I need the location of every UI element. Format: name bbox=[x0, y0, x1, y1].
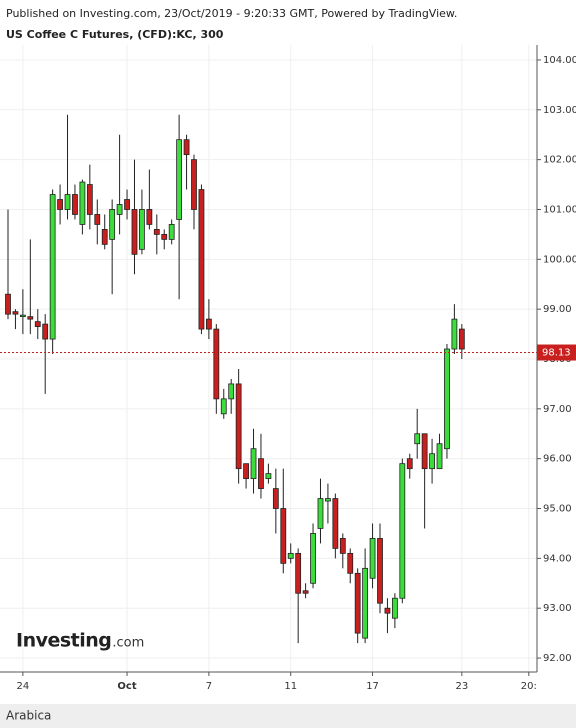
candle-body bbox=[458, 328, 465, 350]
candle-body bbox=[198, 189, 205, 330]
candle-body bbox=[57, 199, 63, 210]
candle-body bbox=[5, 293, 11, 315]
candle-body bbox=[72, 194, 78, 215]
candle-body bbox=[191, 159, 197, 210]
candle-body bbox=[153, 229, 160, 235]
candle-body bbox=[109, 209, 116, 240]
candle-body bbox=[429, 453, 435, 470]
candle-body bbox=[168, 224, 175, 240]
candle-body bbox=[213, 328, 220, 400]
last-price-label: 98.13 bbox=[542, 348, 571, 359]
candle-body bbox=[124, 199, 130, 210]
x-tick-label: 20: bbox=[521, 681, 537, 692]
candle-body bbox=[86, 184, 93, 215]
candle-body bbox=[116, 204, 123, 215]
candle-body bbox=[332, 498, 339, 549]
logo: Investing bbox=[16, 630, 111, 652]
candle-body bbox=[183, 139, 190, 156]
candle-body bbox=[444, 348, 450, 450]
candle-body bbox=[258, 458, 264, 489]
candle-body bbox=[243, 463, 249, 480]
y-tick-label: 92.00 bbox=[543, 653, 572, 664]
candle-body bbox=[295, 552, 302, 594]
candle-body bbox=[34, 321, 41, 328]
candle-body bbox=[451, 318, 458, 350]
y-tick-label: 96.00 bbox=[543, 454, 572, 465]
candle-body bbox=[406, 458, 413, 470]
x-tick-label: 17 bbox=[366, 681, 379, 692]
x-tick-label: 24 bbox=[17, 681, 30, 692]
x-tick-label: Oct bbox=[117, 681, 136, 692]
candle-body bbox=[79, 181, 86, 225]
candle-body bbox=[347, 552, 354, 574]
candle-body bbox=[146, 209, 153, 225]
last-price-box bbox=[537, 344, 576, 361]
candle-body bbox=[310, 533, 316, 584]
candle-body bbox=[436, 443, 443, 470]
candle-body bbox=[228, 383, 235, 400]
y-tick-label: 103.00 bbox=[543, 105, 576, 116]
y-tick-label: 102.00 bbox=[543, 155, 576, 166]
x-tick-label: 11 bbox=[284, 681, 297, 692]
candle-body bbox=[64, 194, 71, 210]
candle-body bbox=[354, 572, 361, 634]
y-tick-label: 101.00 bbox=[543, 204, 576, 215]
candle-body bbox=[27, 316, 34, 320]
header: Published on Investing.com, 23/Oct/2019 … bbox=[6, 7, 457, 20]
candle-body bbox=[384, 607, 391, 614]
y-tick-label: 93.00 bbox=[543, 603, 572, 614]
y-tick-label: 94.00 bbox=[543, 553, 572, 564]
candle-body bbox=[272, 488, 279, 509]
y-tick-label: 104.00 bbox=[543, 55, 576, 66]
candle-body bbox=[265, 473, 272, 480]
candle-body bbox=[302, 590, 309, 594]
candle-body bbox=[414, 433, 421, 445]
chart-title: US Coffee C Futures, (CFD):KC, 300 bbox=[6, 28, 224, 41]
candle-body bbox=[205, 318, 212, 330]
candle-body bbox=[42, 323, 49, 340]
y-tick-label: 95.00 bbox=[543, 504, 572, 515]
footer: Arabica bbox=[6, 709, 51, 723]
candle-body bbox=[339, 538, 346, 554]
logo-suffix: .com bbox=[112, 636, 144, 651]
candle-body bbox=[101, 229, 108, 245]
candle-body bbox=[421, 433, 428, 470]
candle-body bbox=[176, 139, 183, 220]
candle-body bbox=[399, 463, 406, 599]
y-tick-label: 99.00 bbox=[543, 304, 572, 315]
x-tick-label: 23 bbox=[455, 681, 468, 692]
candle-body bbox=[131, 209, 138, 255]
candle-body bbox=[19, 314, 26, 318]
candle-body bbox=[391, 597, 398, 619]
candle-body bbox=[250, 448, 257, 480]
candle-body bbox=[235, 383, 242, 470]
candle-body bbox=[369, 538, 376, 579]
candle-body bbox=[49, 194, 56, 340]
x-tick-label: 7 bbox=[206, 681, 212, 692]
y-tick-label: 100.00 bbox=[543, 254, 576, 265]
candle-body bbox=[161, 233, 168, 240]
y-tick-label: 97.00 bbox=[543, 404, 572, 415]
candle-body bbox=[220, 398, 227, 415]
candle-body bbox=[139, 209, 145, 250]
candle-body bbox=[362, 567, 369, 639]
candle-body bbox=[317, 498, 324, 529]
candle-body bbox=[280, 508, 287, 564]
footer-band bbox=[0, 704, 576, 728]
candle-body bbox=[377, 538, 383, 604]
candle-body bbox=[287, 552, 294, 559]
candle-body bbox=[94, 214, 101, 225]
candle-body bbox=[325, 498, 331, 502]
candle-body bbox=[12, 311, 19, 315]
